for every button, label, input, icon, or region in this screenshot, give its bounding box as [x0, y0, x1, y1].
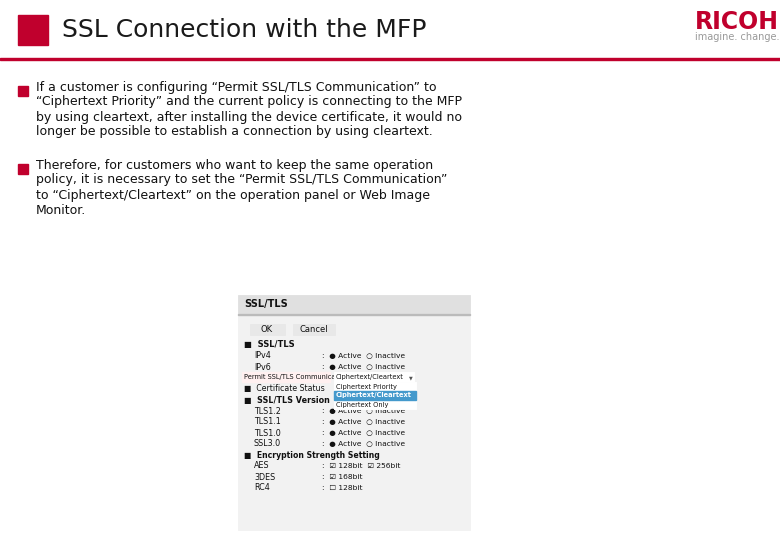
Text: :  ☑ 168bit: : ☑ 168bit — [322, 474, 363, 480]
Bar — [250, 324, 285, 335]
Text: ■  Certificate Status: ■ Certificate Status — [244, 384, 324, 394]
Text: If a customer is configuring “Permit SSL/TLS Communication” to: If a customer is configuring “Permit SSL… — [36, 80, 437, 93]
Bar — [18, 164, 28, 174]
Text: longer be possible to establish a connection by using cleartext.: longer be possible to establish a connec… — [36, 125, 433, 138]
Text: :  ● Active  ○ Inactive: : ● Active ○ Inactive — [322, 419, 405, 425]
Text: TLS1.1: TLS1.1 — [254, 417, 281, 427]
Text: Cancel: Cancel — [300, 325, 328, 334]
Text: :  ☐ 128bit: : ☐ 128bit — [322, 485, 363, 491]
Bar — [334, 372, 414, 382]
Text: AES: AES — [254, 462, 270, 470]
Text: IPv4: IPv4 — [254, 352, 271, 361]
Text: :  ● Active  ○ Inactive: : ● Active ○ Inactive — [322, 441, 405, 447]
Text: ■  SSL/TLS Version: ■ SSL/TLS Version — [244, 395, 330, 404]
Text: SSL3.0: SSL3.0 — [254, 440, 281, 449]
Text: OK: OK — [261, 325, 273, 334]
Bar — [242, 372, 330, 382]
Text: Ciphertext Priority: Ciphertext Priority — [336, 383, 397, 389]
Text: Permit SSL/TLS Communication: Permit SSL/TLS Communication — [244, 375, 349, 381]
Text: :  ● Active  ○ Inactive: : ● Active ○ Inactive — [322, 408, 405, 414]
Text: Ciphertext Only: Ciphertext Only — [336, 402, 388, 408]
Text: TLS1.2: TLS1.2 — [254, 407, 281, 415]
Bar — [334, 382, 416, 409]
Text: IPv6: IPv6 — [254, 362, 271, 372]
Text: ■  Encryption Strength Setting: ■ Encryption Strength Setting — [244, 450, 380, 460]
Text: ■  SSL/TLS: ■ SSL/TLS — [244, 341, 295, 349]
Text: :  ● Active  ○ Inactive: : ● Active ○ Inactive — [322, 430, 405, 436]
Text: RICOH: RICOH — [695, 10, 779, 34]
Text: policy, it is necessary to set the “Permit SSL/TLS Communication”: policy, it is necessary to set the “Perm… — [36, 173, 448, 186]
Bar — [334, 391, 416, 400]
Text: by using cleartext, after installing the device certificate, it would no: by using cleartext, after installing the… — [36, 111, 462, 124]
Text: :  ☑ 128bit  ☑ 256bit: : ☑ 128bit ☑ 256bit — [322, 463, 400, 469]
Text: :  ● Active  ○ Inactive: : ● Active ○ Inactive — [322, 353, 405, 359]
Bar — [238, 295, 470, 313]
Text: SSL Connection with the MFP: SSL Connection with the MFP — [62, 18, 427, 42]
Text: RC4: RC4 — [254, 483, 270, 492]
Text: ▼: ▼ — [409, 375, 413, 380]
Bar — [0, 58, 780, 60]
Bar — [238, 295, 470, 530]
Text: to “Ciphertext/Cleartext” on the operation panel or Web Image: to “Ciphertext/Cleartext” on the operati… — [36, 188, 430, 201]
Text: Ciphertext/Cleartext: Ciphertext/Cleartext — [336, 375, 404, 381]
Text: Therefore, for customers who want to keep the same operation: Therefore, for customers who want to kee… — [36, 159, 433, 172]
Bar — [18, 86, 28, 96]
Text: TLS1.0: TLS1.0 — [254, 429, 281, 437]
Text: :  ● Active  ○ Inactive: : ● Active ○ Inactive — [322, 364, 405, 370]
Text: imagine. change.: imagine. change. — [695, 32, 779, 42]
Text: SSL/TLS: SSL/TLS — [244, 299, 288, 309]
Text: “Ciphertext Priority” and the current policy is connecting to the MFP: “Ciphertext Priority” and the current po… — [36, 96, 462, 109]
Text: Ciphertext/Cleartext: Ciphertext/Cleartext — [336, 393, 412, 399]
Bar — [238, 314, 470, 315]
Text: 3DES: 3DES — [254, 472, 275, 482]
Bar — [18, 15, 48, 45]
Text: Monitor.: Monitor. — [36, 204, 87, 217]
Bar — [293, 324, 335, 335]
